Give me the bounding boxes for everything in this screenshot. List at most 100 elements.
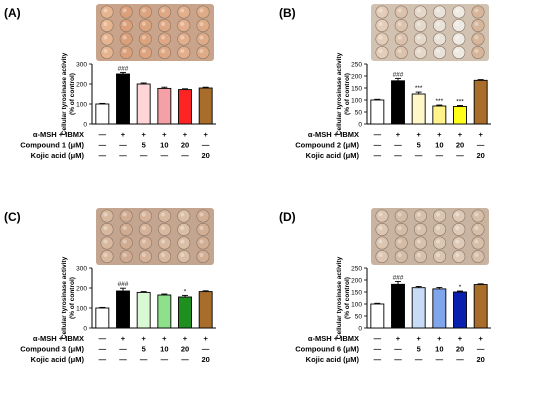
plate-background [371,208,489,265]
plate-well [452,209,466,223]
plate-well [433,32,447,46]
plate-well-highlight [122,8,127,13]
plate-well [138,249,152,263]
y-tick-label: 200 [351,277,362,284]
bar [391,80,405,125]
plate-well-highlight [436,239,441,244]
plate-well [196,236,210,250]
plate-well-highlight [199,35,204,40]
condition-cell: — [99,345,107,354]
plate-well-highlight [378,253,383,257]
plate-well-highlight [141,35,146,40]
plate-well-highlight [397,226,402,230]
significance-marker: *** [436,98,444,105]
plate-well [433,209,447,223]
y-tick-label: 200 [76,81,87,88]
plate-well-highlight [436,49,441,53]
plate-well-highlight [378,226,383,230]
condition-label: Compound 2 (μM) [295,141,359,150]
condition-cell: 20 [181,141,189,150]
plate-well [413,19,427,32]
plate-well [452,223,466,236]
plate-well [158,5,172,19]
plate-well [413,45,427,59]
significance-marker: * [184,288,187,295]
plate-well [138,209,152,223]
plate-background [96,208,214,265]
plate-well [177,5,191,19]
condition-cell: 10 [160,345,168,354]
plate-well [394,249,408,263]
plate-well [196,45,210,59]
plate-well [119,249,133,263]
plate-well-highlight [141,226,146,230]
plate-well-highlight [161,8,166,13]
y-axis-label: Cellular tyrosinase activity(% of contro… [61,256,76,339]
plate-well [413,32,427,46]
y-tick-label: 100 [76,305,87,312]
plate-well [196,32,210,46]
bar [391,283,405,329]
plate-well [119,236,133,250]
bar [432,288,447,329]
plate-well-highlight [378,8,383,13]
condition-cell: — [436,151,444,160]
y-tick-label: 200 [76,285,87,292]
condition-cell: + [458,334,463,343]
plate-well [100,236,114,250]
plate-well-highlight [455,35,460,40]
plate-well [119,19,133,32]
plate-well [100,5,114,19]
plate-well [100,45,114,59]
y-tick-label: 0 [358,325,362,332]
plate-well-highlight [378,49,383,53]
plate-well-highlight [455,22,460,26]
plate-well [471,19,485,32]
condition-cell: + [121,130,126,139]
bar [116,290,130,329]
plate-well-highlight [416,8,421,13]
y-axis-label: Cellular tyrosinase activity(% of contro… [61,52,76,135]
plate-well-highlight [474,22,479,26]
plate-well [158,249,172,263]
plate-well-highlight [199,253,204,257]
significance-marker: *** [415,85,423,92]
condition-cell: 5 [142,345,146,354]
plate-well-highlight [397,8,402,13]
condition-cell: 5 [417,141,421,150]
condition-cell: — [119,141,127,150]
y-tick-label: 200 [351,73,362,80]
plate-well [452,32,466,46]
plate-well [100,19,114,32]
plate-well-highlight [161,49,166,53]
plate-well [138,45,152,59]
plate-well-highlight [103,49,108,53]
plate-well-highlight [161,212,166,217]
plate-well-highlight [416,226,421,230]
condition-cell: — [119,151,127,160]
plate-background [371,4,489,61]
plate-well [119,209,133,223]
plate-well [433,5,447,19]
plate-well [100,32,114,46]
significance-marker: ### [118,281,129,288]
plate-well-highlight [397,49,402,53]
y-tick-label: 0 [83,121,87,128]
plate-well [119,5,133,19]
bar [157,294,172,329]
condition-cell: — [477,141,485,150]
plate-well-highlight [199,8,204,13]
condition-cell: + [141,130,146,139]
plate-well-highlight [397,35,402,40]
plate-well-highlight [397,22,402,26]
significance-marker: * [459,284,462,291]
plate-well [433,223,447,236]
plate-well-highlight [122,35,127,40]
plate-well-highlight [103,212,108,217]
plate-well [413,236,427,250]
bar [411,93,426,125]
plate-well [394,5,408,19]
plate-well-highlight [474,212,479,217]
